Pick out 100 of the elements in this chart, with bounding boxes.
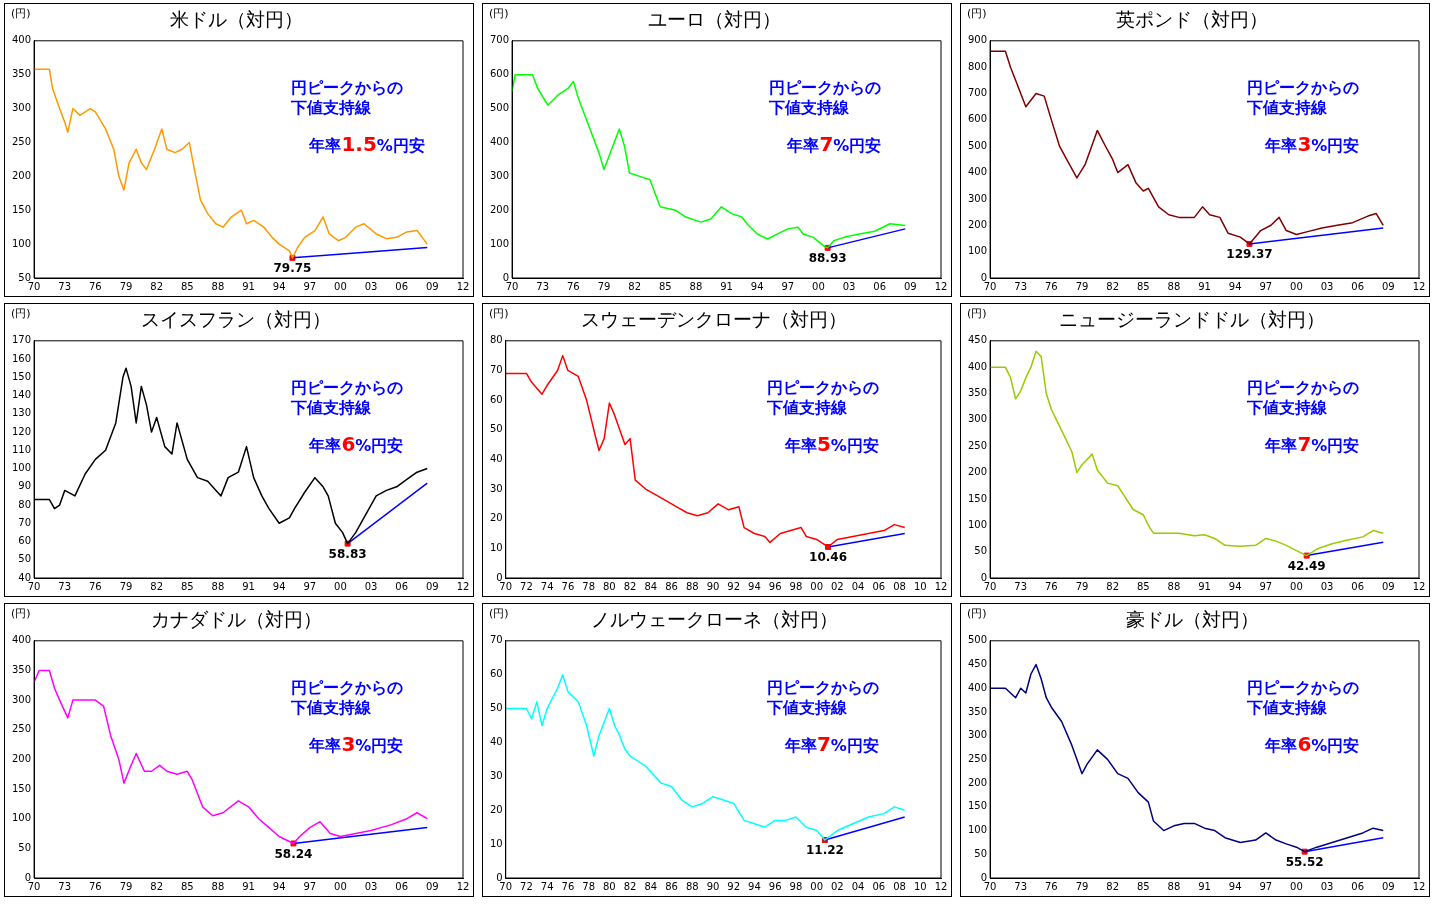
y-tick-label: 400	[967, 681, 988, 693]
annotation: 年率7%円安	[1264, 431, 1360, 456]
y-tick-label: 300	[11, 102, 32, 114]
x-tick-label: 02	[831, 580, 844, 592]
x-tick-label: 76	[1044, 880, 1058, 892]
annotation: 円ピークからの	[291, 377, 404, 397]
x-tick-label: 91	[1198, 880, 1211, 892]
x-tick-label: 00	[812, 280, 825, 292]
x-tick-label: 94	[748, 880, 761, 892]
annotation: 年率1.5%円安	[308, 131, 425, 156]
y-tick-label: 0	[496, 871, 503, 883]
y-tick-label: 120	[11, 425, 32, 437]
x-tick-label: 97	[781, 280, 795, 292]
chart-title: 英ポンド（対円）	[1116, 8, 1268, 31]
x-tick-label: 06	[872, 580, 886, 592]
x-tick-label: 80	[602, 880, 616, 892]
y-tick-label: 10	[489, 837, 503, 849]
y-tick-label: 80	[489, 334, 503, 346]
x-tick-label: 94	[272, 580, 286, 592]
y-tick-label: 60	[489, 668, 503, 680]
chart-title: ノルウェークローネ（対円）	[590, 608, 838, 631]
y-tick-label: 200	[967, 466, 988, 478]
annotation: 下値支持線	[765, 697, 848, 717]
x-tick-label: 79	[1075, 880, 1089, 892]
chart-title: 豪ドル（対円）	[1125, 608, 1259, 631]
annotation: 円ピークからの	[766, 377, 879, 397]
y-tick-label: 400	[11, 34, 32, 46]
x-tick-label: 79	[1075, 280, 1089, 292]
x-tick-label: 90	[706, 580, 720, 592]
annotation: 円ピークからの	[291, 677, 404, 697]
y-tick-label: 50	[18, 841, 32, 853]
x-tick-label: 09	[426, 880, 439, 892]
y-tick-label: 110	[11, 443, 32, 455]
x-tick-label: 97	[1259, 880, 1273, 892]
x-tick-label: 12	[934, 280, 948, 292]
y-tick-label: 600	[489, 68, 510, 80]
y-tick-label: 100	[489, 237, 510, 249]
y-tick-label: 50	[974, 847, 988, 859]
y-tick-label: 350	[967, 387, 988, 399]
y-tick-label: 50	[489, 702, 503, 714]
annotation: 年率7%円安	[783, 731, 879, 756]
x-tick-label: 70	[27, 280, 41, 292]
x-tick-label: 76	[88, 280, 102, 292]
x-tick-label: 85	[180, 580, 194, 592]
x-tick-label: 90	[706, 880, 720, 892]
x-tick-label: 92	[727, 880, 741, 892]
y-tick-label: 100	[11, 237, 32, 249]
annotation: 下値支持線	[768, 97, 851, 117]
x-tick-label: 12	[456, 880, 470, 892]
x-tick-label: 09	[426, 280, 439, 292]
x-tick-label: 12	[456, 580, 470, 592]
y-tick-label: 700	[489, 34, 510, 46]
chart-title: スウェーデンクローナ（対円）	[581, 308, 847, 331]
x-tick-label: 92	[727, 580, 741, 592]
y-tick-label: 250	[11, 723, 32, 735]
x-tick-label: 94	[748, 580, 761, 592]
x-tick-label: 00	[334, 580, 347, 592]
annotation: 年率6%円安	[1264, 731, 1360, 756]
x-tick-label: 86	[665, 580, 678, 592]
x-tick-label: 00	[1290, 280, 1303, 292]
x-tick-label: 70	[505, 280, 519, 292]
data-label: 79.75	[273, 260, 312, 275]
x-tick-label: 06	[1351, 580, 1365, 592]
y-tick-label: 500	[967, 139, 988, 151]
annotation: 年率6%円安	[308, 431, 404, 456]
x-tick-label: 91	[720, 280, 733, 292]
y-tick-label: 400	[489, 136, 510, 148]
y-tick-label: 70	[18, 516, 32, 528]
annotation: 下値支持線	[1246, 397, 1329, 417]
x-tick-label: 91	[1198, 580, 1211, 592]
x-tick-label: 91	[242, 580, 255, 592]
x-tick-label: 82	[150, 280, 163, 292]
y-tick-label: 30	[489, 482, 503, 494]
y-tick-label: 350	[11, 664, 32, 676]
y-tick-label: 50	[18, 271, 32, 283]
data-label: 42.49	[1287, 558, 1326, 573]
y-tick-label: 300	[967, 413, 988, 425]
x-tick-label: 03	[1320, 580, 1334, 592]
x-tick-label: 06	[872, 880, 886, 892]
y-tick-label: 150	[11, 782, 32, 794]
x-tick-label: 98	[789, 580, 803, 592]
annotation: 円ピークからの	[766, 677, 879, 697]
annotation: 年率3%円安	[1264, 131, 1360, 156]
x-tick-label: 91	[242, 280, 255, 292]
x-tick-label: 03	[842, 280, 856, 292]
y-tick-label: 50	[18, 553, 32, 565]
y-tick-label: 300	[11, 693, 32, 705]
y-axis-title: (円)	[967, 607, 987, 621]
annotation: 下値支持線	[290, 97, 373, 117]
y-tick-label: 450	[967, 334, 988, 346]
annotation: 下値支持線	[290, 397, 373, 417]
x-tick-label: 82	[150, 880, 163, 892]
x-tick-label: 00	[334, 280, 347, 292]
x-tick-label: 86	[665, 880, 678, 892]
x-tick-label: 97	[303, 580, 317, 592]
y-tick-label: 50	[489, 423, 503, 435]
y-tick-label: 700	[967, 87, 988, 99]
y-tick-label: 70	[489, 634, 503, 646]
y-tick-label: 0	[980, 871, 988, 883]
y-axis-title: (円)	[489, 7, 509, 21]
